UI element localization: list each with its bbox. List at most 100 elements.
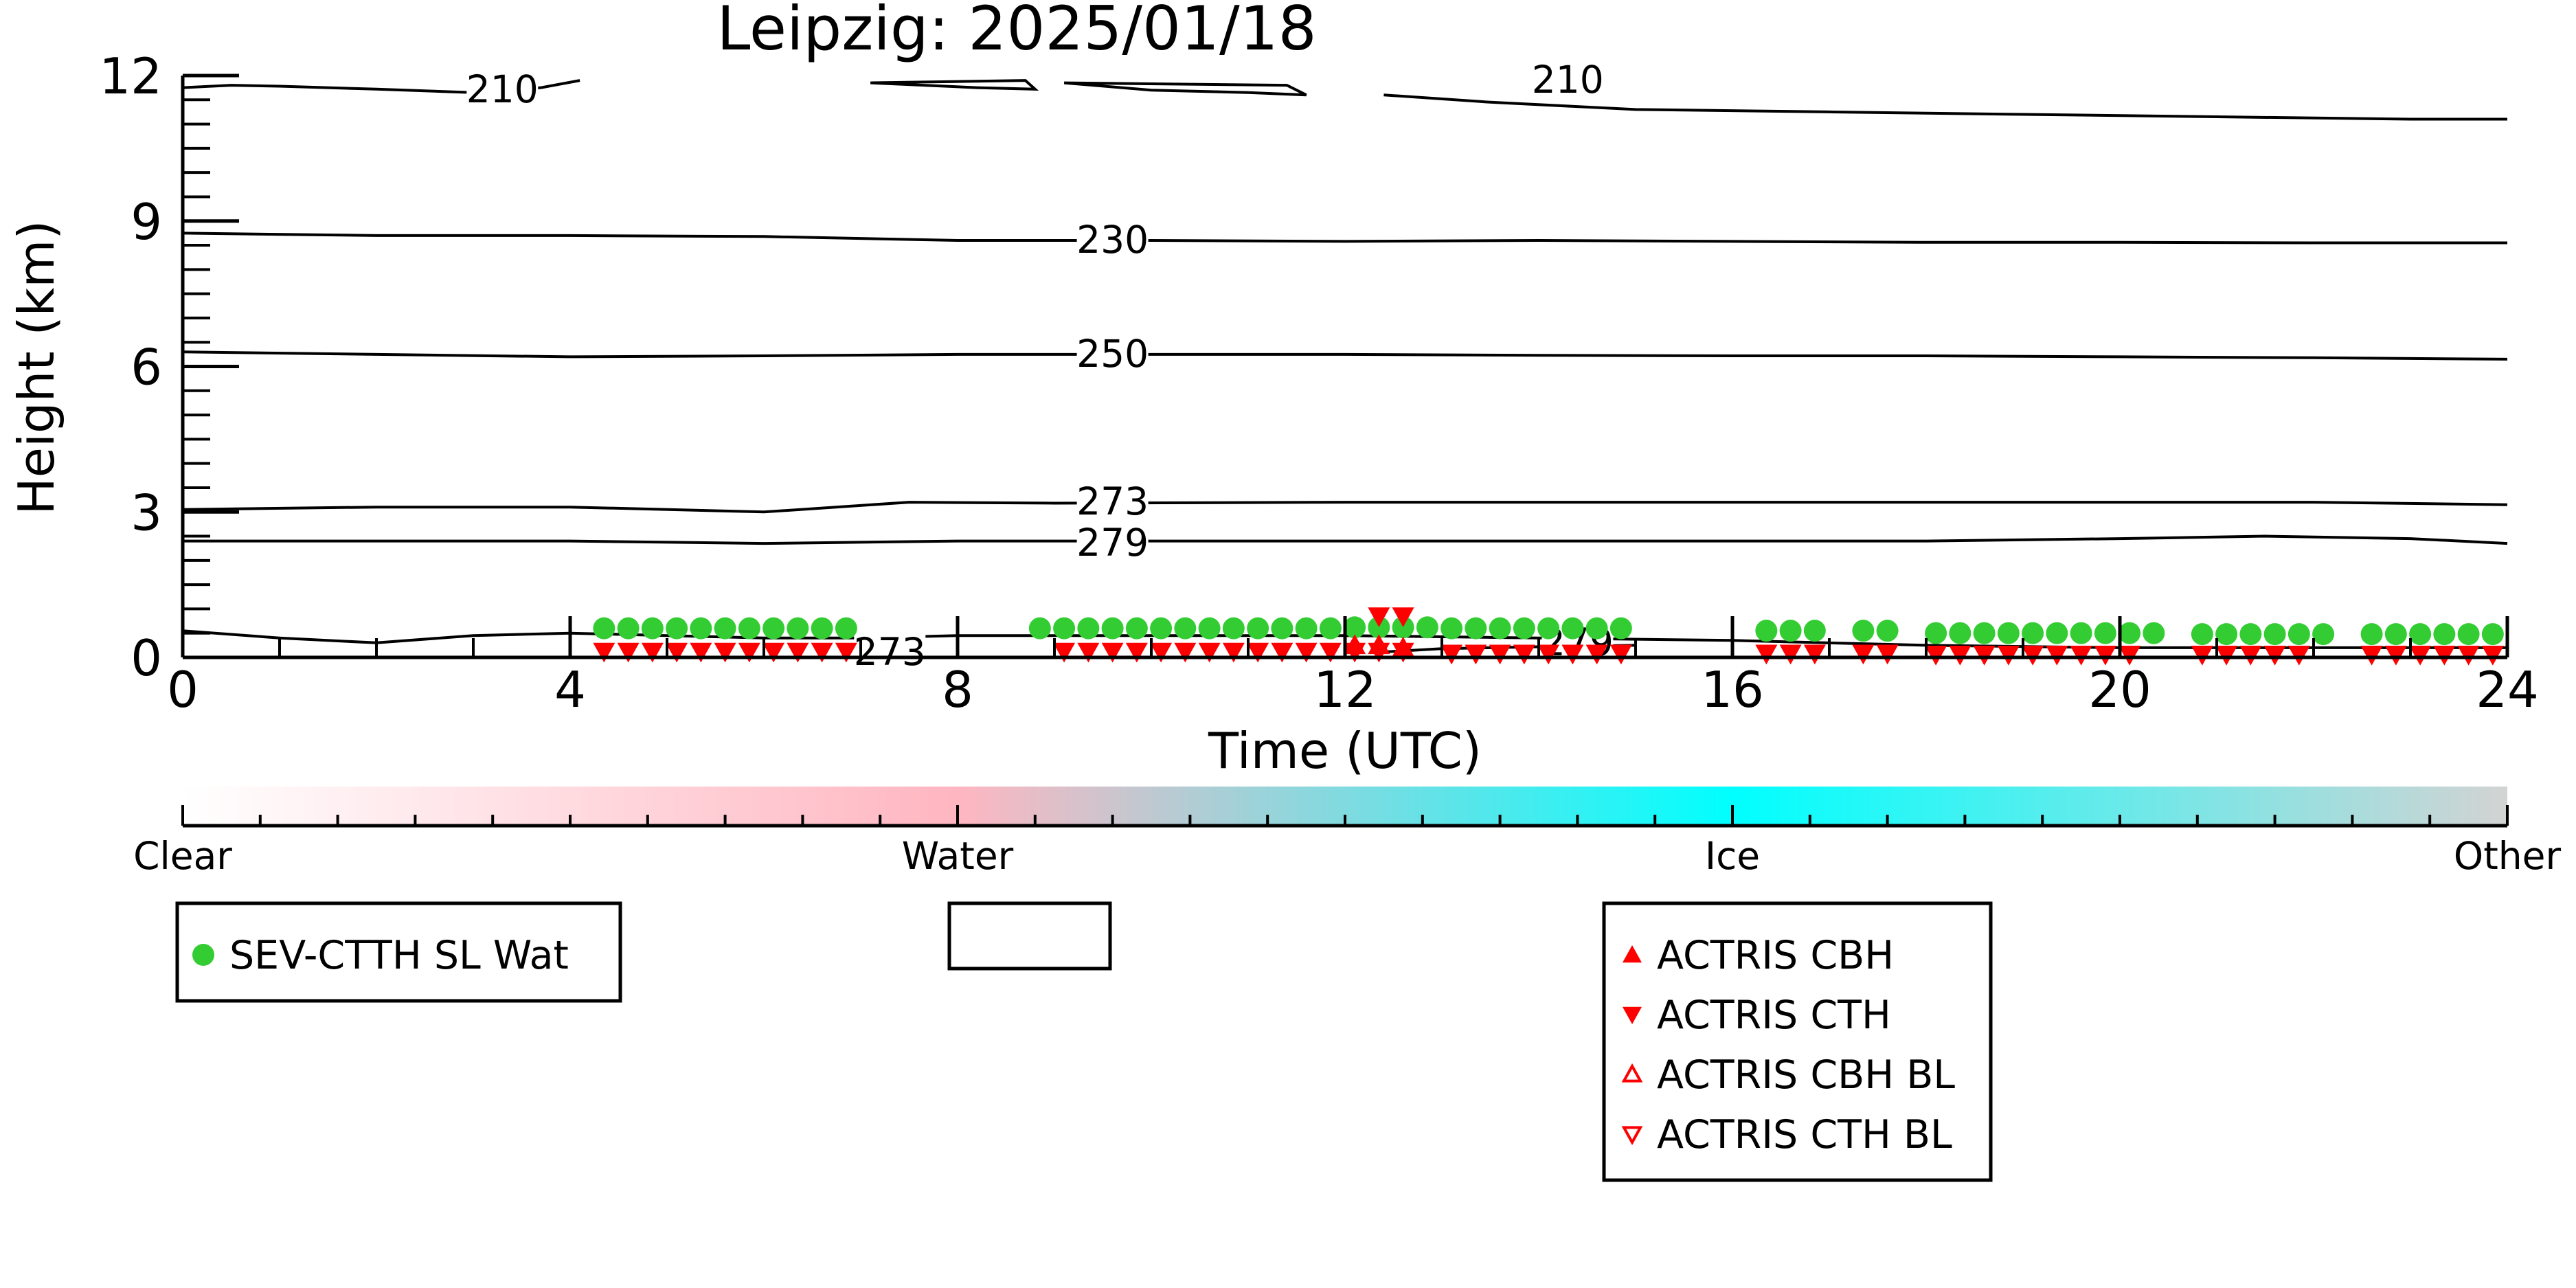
x-tick-label: 24: [2476, 661, 2539, 719]
sev-marker: [1876, 620, 1899, 642]
cth-marker: [1779, 644, 1802, 665]
cth-marker: [2215, 645, 2238, 666]
sev-marker: [1585, 617, 1608, 640]
cth-marker: [1949, 645, 1971, 666]
cth-marker: [1077, 642, 1100, 663]
contour-label-bg: [466, 69, 539, 109]
sev-marker: [2022, 622, 2044, 644]
cth-marker: [1465, 644, 1487, 665]
sev-marker: [1537, 617, 1560, 640]
x-tick-label: 16: [1701, 661, 1764, 719]
contour-label: 273: [854, 630, 926, 674]
sev-marker: [2191, 623, 2213, 646]
cth-marker: [1755, 644, 1778, 665]
cth-marker: [811, 642, 833, 663]
cth-marker: [1053, 642, 1076, 663]
cth-marker: [1150, 642, 1173, 663]
sev-marker: [835, 617, 857, 640]
sev-marker: [714, 617, 736, 640]
legend-box: [175, 901, 622, 1003]
contour-line: [182, 79, 580, 94]
sev-marker: [1803, 620, 1826, 642]
legend-marker: [1623, 945, 1642, 963]
sev-marker: [1925, 622, 1947, 644]
sev-marker: [2287, 623, 2310, 646]
cth-marker: [2022, 645, 2044, 666]
contour-label-bg: [1076, 523, 1149, 562]
y-tick-label: 3: [131, 484, 162, 541]
contour-label: 250: [1076, 332, 1149, 376]
sev-marker: [2143, 622, 2165, 644]
sev-marker: [1198, 617, 1221, 640]
cth-marker: [1319, 642, 1342, 663]
cth-marker: [2481, 645, 2504, 666]
legend-marker: [1621, 1063, 1643, 1083]
y-tick-label: 9: [131, 193, 162, 251]
cth-marker: [2360, 645, 2383, 666]
contour-line: [870, 79, 1039, 91]
cth-marker: [1585, 644, 1608, 665]
legend-label: SEV-CTTH SL Wat: [229, 933, 569, 978]
contour-line: [1383, 93, 2507, 121]
sev-marker: [1247, 617, 1269, 640]
sev-marker: [1222, 617, 1245, 640]
sev-marker: [690, 617, 712, 640]
sev-marker: [1271, 617, 1293, 640]
sev-marker: [2239, 623, 2262, 646]
contour-label-bg: [1076, 333, 1149, 372]
cth-marker: [1561, 644, 1584, 665]
sev-marker: [2481, 623, 2504, 646]
sev-marker: [1101, 617, 1124, 640]
cth-marker: [1997, 645, 2020, 666]
contour-label-bg: [1532, 60, 1604, 99]
cth-marker: [1295, 642, 1318, 663]
sev-marker: [1513, 617, 1535, 640]
contour-line: [182, 231, 2507, 245]
x-tick-label: 20: [2088, 661, 2151, 719]
sev-marker: [2409, 623, 2432, 646]
sev-marker: [666, 617, 688, 640]
cth-marker: [2046, 645, 2068, 666]
cth-marker: [2409, 645, 2432, 666]
cth-marker: [1101, 642, 1124, 663]
x-tick-label: 4: [554, 661, 586, 719]
cth-marker: [641, 642, 664, 663]
sev-marker: [811, 617, 833, 640]
sev-marker: [1755, 620, 1778, 642]
legend-box-empty: [947, 901, 1112, 971]
cth-marker: [1925, 645, 1947, 666]
contour-label-bg: [1076, 219, 1149, 258]
sev-marker: [1053, 617, 1076, 640]
contour-label-bg: [1076, 482, 1149, 521]
sev-marker: [1489, 617, 1511, 640]
sev-marker: [2215, 623, 2238, 646]
legend-marker: [1623, 1006, 1642, 1024]
x-axis-label: Time (UTC): [1208, 722, 1482, 780]
sev-marker: [1344, 616, 1366, 639]
sev-marker: [617, 617, 640, 640]
cth-marker: [714, 642, 736, 663]
cth-marker: [690, 642, 712, 663]
colorbar-label: Ice: [1705, 834, 1760, 878]
sev-marker: [1077, 617, 1100, 640]
contour-label: 279: [1076, 521, 1149, 565]
sev-marker: [2046, 622, 2068, 644]
sev-marker: [2070, 622, 2092, 644]
cth-marker: [1222, 642, 1245, 663]
legend-empty: [947, 901, 1112, 971]
colorbar-label: Water: [902, 834, 1014, 878]
sev-marker: [762, 617, 785, 640]
sev-marker: [1392, 616, 1414, 639]
cth-marker: [762, 642, 785, 663]
y-tick-label: 6: [131, 339, 162, 396]
cth-marker: [1198, 642, 1221, 663]
cth-marker: [1609, 644, 1632, 665]
sev-marker: [2360, 623, 2383, 646]
contour-label: 210: [466, 67, 539, 111]
legend-label: ACTRIS CTH BL: [1657, 1112, 1952, 1157]
contour-label: 210: [1532, 58, 1604, 102]
contour-line: [1063, 81, 1307, 97]
cth-marker: [738, 642, 760, 663]
